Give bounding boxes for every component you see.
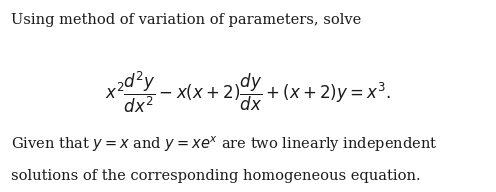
Text: solutions of the corresponding homogeneous equation.: solutions of the corresponding homogeneo… <box>11 169 421 183</box>
Text: Using method of variation of parameters, solve: Using method of variation of parameters,… <box>11 13 361 27</box>
Text: $x^{2}\dfrac{d^{2}y}{dx^{2}} - x(x+2)\dfrac{dy}{dx} + (x+2)y = x^{3}.$: $x^{2}\dfrac{d^{2}y}{dx^{2}} - x(x+2)\df… <box>105 69 391 115</box>
Text: Given that $y = x$ and $y = xe^{x}$ are two linearly independent: Given that $y = x$ and $y = xe^{x}$ are … <box>11 134 437 154</box>
